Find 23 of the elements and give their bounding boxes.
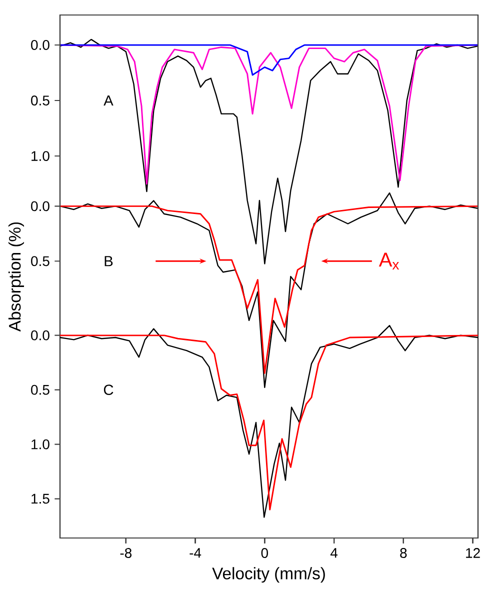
y-tick-label: 1.5 xyxy=(32,494,50,504)
line-series xyxy=(60,44,478,76)
x-tick-label: 0 xyxy=(261,548,268,558)
annotation: B xyxy=(104,256,113,266)
x-axis-title: Velocity (mm/s) xyxy=(212,567,325,583)
annotation: A xyxy=(104,95,114,106)
y-tick-label: 0.0 xyxy=(31,201,50,212)
line-series xyxy=(60,44,478,185)
y-tick-label: 0.5 xyxy=(31,384,50,395)
annotation: C xyxy=(104,384,114,396)
x-tick-label: 8 xyxy=(400,548,407,558)
y-tick-label: 1.0 xyxy=(32,151,50,161)
y-tick-label: 1.0 xyxy=(32,439,50,450)
x-tick-label: -4 xyxy=(190,548,202,558)
y-tick-label: 0.5 xyxy=(31,256,50,266)
x-tick-label: 4 xyxy=(330,548,338,558)
annotation: A$_{x}$ xyxy=(378,252,400,270)
y-tick-label: 0.5 xyxy=(31,96,50,106)
y-tick-label: 0.0 xyxy=(31,330,50,340)
x-tick-label: 12 xyxy=(466,548,480,558)
y-tick-label: 0.0 xyxy=(31,40,50,50)
y-axis-title: Absorption (%) xyxy=(8,222,24,332)
x-tick-label: -8 xyxy=(120,548,132,558)
